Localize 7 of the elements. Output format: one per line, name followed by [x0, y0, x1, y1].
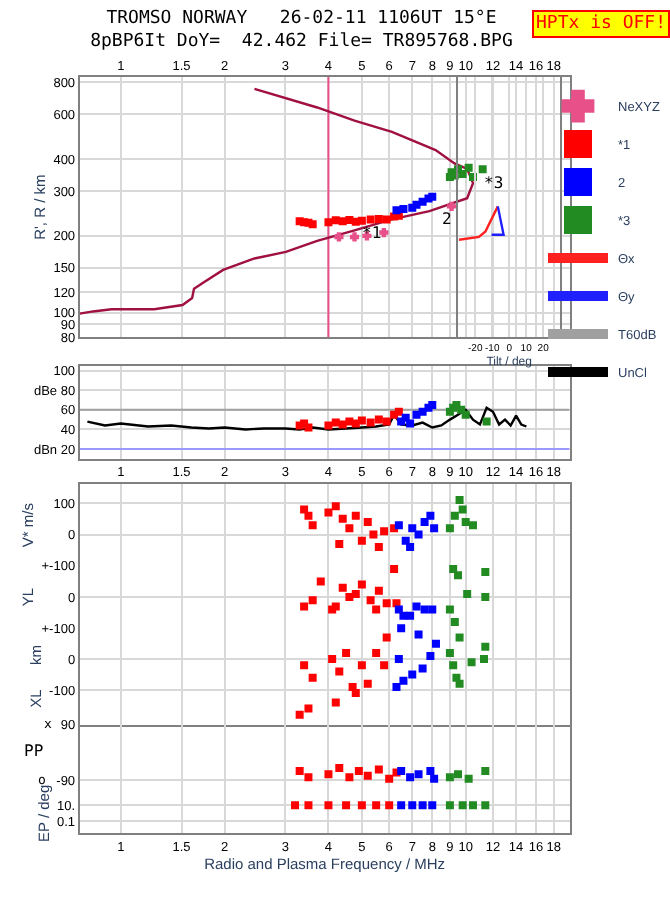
- annotation: 2: [442, 210, 452, 228]
- text: HPTx is OFF!: [536, 14, 667, 34]
- annotation: *1: [362, 224, 382, 242]
- chart-subtitle: 8pBP6It DoY= 42.462 File= TR895768.BPG: [90, 31, 513, 52]
- text: PP: [24, 742, 44, 760]
- chart-title: TROMSO NORWAY 26-02-11 1106UT 15°E: [106, 8, 497, 29]
- annotation: *3: [484, 174, 504, 192]
